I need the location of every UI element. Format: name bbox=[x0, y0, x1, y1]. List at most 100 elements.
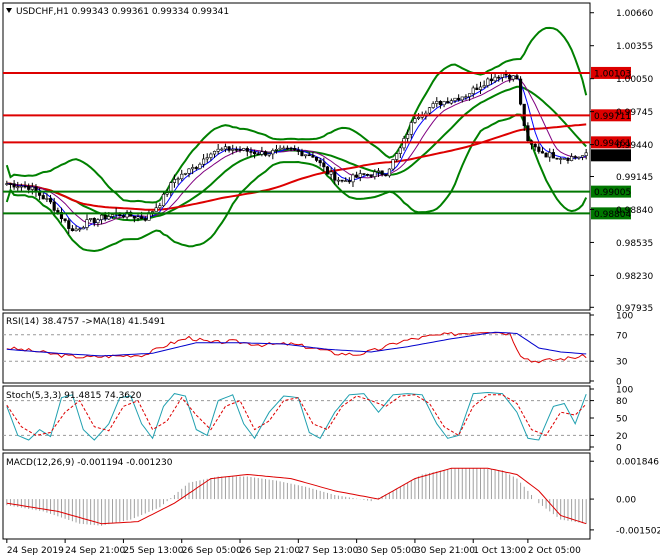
candle-body bbox=[369, 174, 373, 177]
candle-body bbox=[96, 219, 100, 224]
candle-body bbox=[500, 73, 504, 78]
candle-body bbox=[365, 174, 370, 176]
candle-body bbox=[92, 218, 96, 224]
price-axis-label: 0.98535 bbox=[616, 239, 653, 249]
candle-body bbox=[497, 76, 501, 79]
candle-body bbox=[449, 100, 453, 104]
candle-body bbox=[180, 173, 184, 180]
candle-body bbox=[548, 152, 552, 158]
candle-body bbox=[566, 158, 570, 161]
candle-body bbox=[562, 158, 566, 160]
time-axis-label: 26 Sep 05:00 bbox=[182, 546, 242, 556]
rsi-axis-label: 100 bbox=[616, 312, 633, 322]
price-axis-label: 0.99145 bbox=[616, 173, 653, 183]
stochastic-axis-label: 20 bbox=[616, 432, 628, 442]
candle-body bbox=[70, 228, 74, 231]
candle-body bbox=[387, 168, 391, 177]
candle-body bbox=[103, 214, 107, 220]
candle-body bbox=[263, 151, 268, 156]
candle-body bbox=[30, 186, 34, 190]
candle-body bbox=[212, 151, 217, 155]
rsi-panel bbox=[2, 312, 591, 384]
macd-header-label: MACD(12,26,9) -0.001194 -0.001230 bbox=[6, 458, 173, 468]
candle-body bbox=[373, 171, 377, 177]
candle-body bbox=[165, 192, 169, 195]
candle-body bbox=[249, 151, 253, 153]
candle-body bbox=[533, 143, 537, 148]
rsi-axis-label: 70 bbox=[616, 331, 628, 341]
candle-body bbox=[471, 87, 475, 94]
candle-body bbox=[314, 156, 319, 161]
candle-body bbox=[489, 78, 494, 82]
candle-body bbox=[238, 149, 242, 151]
candle-body bbox=[358, 173, 362, 178]
level-price-label: 1.00103 bbox=[594, 69, 631, 79]
candle-body bbox=[183, 173, 187, 175]
price-axis-label: 0.99440 bbox=[616, 141, 653, 151]
level-price-tag bbox=[591, 109, 631, 122]
candle-body bbox=[99, 214, 104, 220]
time-axis-label: 1 Oct 13:00 bbox=[473, 546, 526, 556]
stochastic-axis-label: 80 bbox=[616, 397, 628, 407]
candle-body bbox=[52, 201, 56, 211]
candle-body bbox=[304, 154, 308, 157]
stochastic-axis-label: 100 bbox=[616, 386, 633, 396]
candle-body bbox=[526, 125, 530, 142]
candle-body bbox=[143, 218, 147, 221]
candle-body bbox=[132, 216, 136, 219]
candle-body bbox=[19, 185, 23, 188]
candle-body bbox=[41, 195, 45, 200]
candle-body bbox=[23, 185, 27, 188]
candle-body bbox=[202, 158, 206, 165]
candle-body bbox=[81, 227, 85, 230]
candle-body bbox=[380, 170, 384, 175]
time-axis-label: 24 Sep 21:00 bbox=[65, 546, 125, 556]
candle-body bbox=[176, 178, 180, 181]
candle-body bbox=[285, 147, 289, 150]
candle-body bbox=[340, 179, 344, 182]
candle-body bbox=[333, 171, 337, 181]
candle-body bbox=[282, 147, 286, 150]
candle-body bbox=[89, 218, 93, 220]
candle-body bbox=[511, 75, 515, 80]
candle-body bbox=[191, 167, 195, 170]
macd-panel bbox=[2, 452, 591, 540]
price-axis-label: 0.97935 bbox=[616, 304, 653, 314]
rsi-axis-label: 0 bbox=[616, 378, 622, 388]
candle-body bbox=[395, 153, 399, 160]
candle-body bbox=[347, 180, 351, 183]
candle-body bbox=[169, 182, 173, 194]
candle-body bbox=[540, 151, 545, 154]
level-price-label: 0.99461 bbox=[594, 139, 631, 149]
candle-body bbox=[107, 216, 111, 220]
candle-body bbox=[125, 211, 129, 218]
candle-body bbox=[362, 173, 366, 175]
price-axis-label: 1.00050 bbox=[616, 75, 653, 85]
time-axis-label: 26 Sep 21:00 bbox=[240, 546, 300, 556]
candle-body bbox=[555, 157, 559, 160]
macd-axis-label: 0.001846 bbox=[616, 458, 659, 468]
candle-body bbox=[318, 160, 322, 164]
candle-body bbox=[544, 152, 548, 158]
candle-body bbox=[12, 183, 16, 188]
price-axis-label: 1.00355 bbox=[616, 42, 653, 52]
current-price-label: 0.99341 bbox=[594, 152, 631, 162]
candle-body bbox=[121, 215, 125, 218]
price-axis-label: 1.00660 bbox=[616, 9, 653, 19]
stochastic-axis-label: 0 bbox=[616, 444, 622, 454]
candle-body bbox=[336, 179, 340, 182]
candle-body bbox=[325, 166, 330, 175]
candle-body bbox=[453, 97, 457, 101]
candle-body bbox=[253, 151, 257, 155]
candle-body bbox=[559, 158, 563, 160]
candle-body bbox=[278, 147, 282, 150]
candle-body bbox=[376, 170, 381, 173]
candle-body bbox=[570, 156, 574, 161]
time-axis-label: 27 Sep 13:00 bbox=[298, 546, 358, 556]
candle-body bbox=[63, 218, 67, 221]
candle-body bbox=[158, 205, 162, 209]
candle-body bbox=[329, 171, 333, 175]
moving-average-slow-line bbox=[6, 123, 587, 211]
